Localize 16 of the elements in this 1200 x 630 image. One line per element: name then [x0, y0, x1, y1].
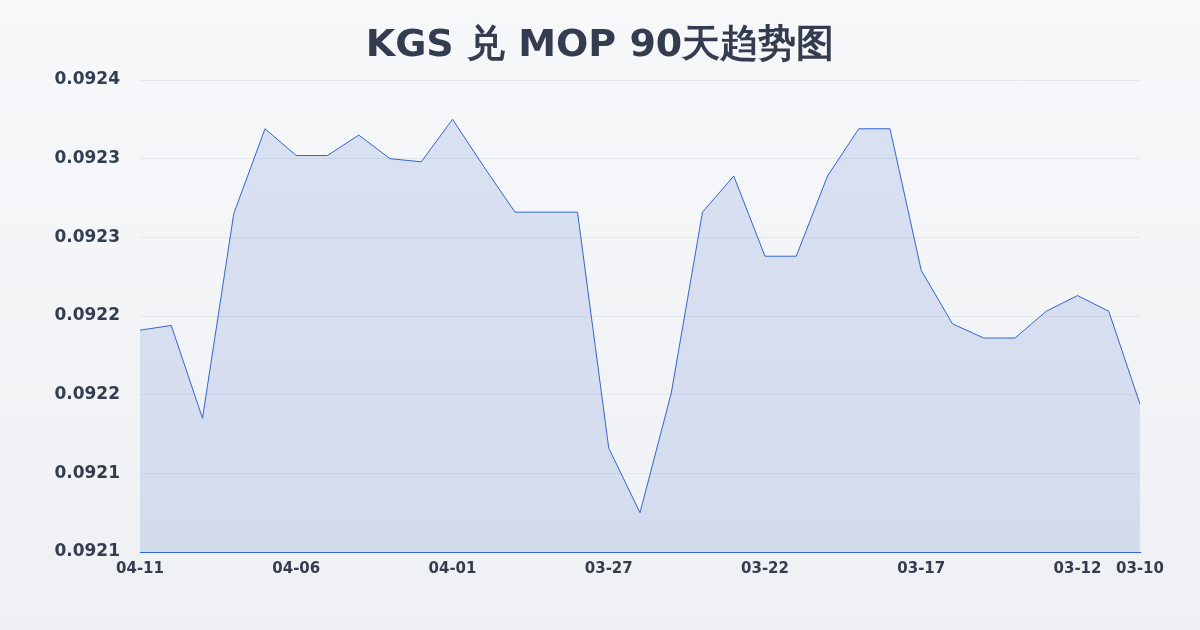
x-tick-label: 04-06	[272, 558, 321, 577]
y-tick-label: 0.0922	[54, 383, 120, 404]
y-tick-label: 0.0923	[54, 225, 120, 246]
x-tick-label: 03-10	[1116, 558, 1164, 577]
x-tick-label: 04-01	[428, 558, 477, 577]
x-tick-label: 04-11	[116, 558, 164, 577]
y-tick-label: 0.0922	[54, 304, 120, 325]
x-tick-label: 03-12	[1053, 558, 1102, 577]
y-tick-label: 0.0924	[54, 68, 121, 89]
chart-title: KGS 兑 MOP 90天趋势图	[364, 20, 836, 67]
x-tick-label: 03-27	[584, 558, 633, 577]
y-tick-label: 0.0923	[54, 147, 120, 168]
x-tick-label: 03-22	[741, 558, 789, 577]
y-tick-label: 0.0921	[54, 540, 120, 561]
x-tick-label: 03-17	[897, 558, 946, 577]
y-tick-label: 0.0921	[54, 461, 120, 482]
